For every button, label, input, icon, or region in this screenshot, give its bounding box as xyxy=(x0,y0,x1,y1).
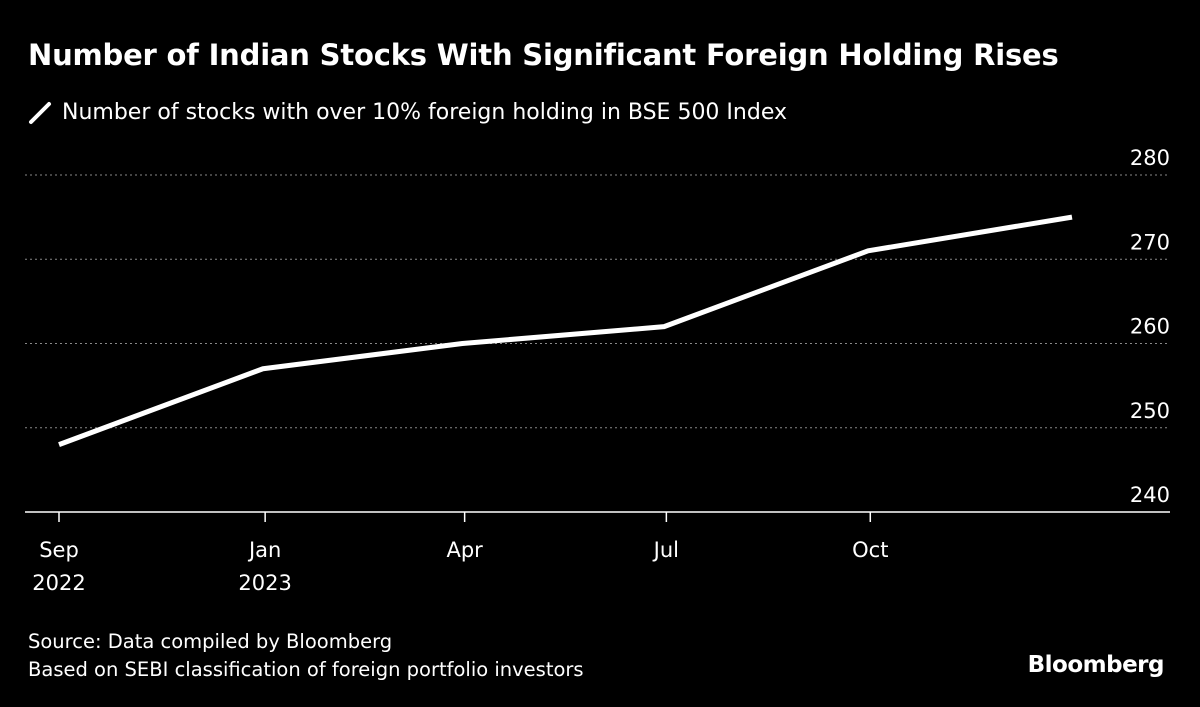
y-tick-label: 260 xyxy=(1130,315,1170,339)
methodology-note: Based on SEBI classification of foreign … xyxy=(28,658,584,681)
source-note: Source: Data compiled by Bloomberg xyxy=(28,630,393,653)
x-tick-label: Apr xyxy=(446,538,483,562)
legend-label: Number of stocks with over 10% foreign h… xyxy=(62,100,787,125)
legend-line-icon xyxy=(29,101,51,124)
x-tick-label: Sep xyxy=(39,538,79,562)
x-tick-year-label: 2022 xyxy=(32,571,85,595)
chart-title: Number of Indian Stocks With Significant… xyxy=(28,38,1059,72)
x-tick-year-label: 2023 xyxy=(238,571,291,595)
x-tick-label: Jan xyxy=(247,538,281,562)
legend: Number of stocks with over 10% foreign h… xyxy=(28,100,787,125)
y-tick-label: 280 xyxy=(1130,146,1170,170)
footer: Source: Data compiled by Bloomberg Based… xyxy=(28,628,584,684)
x-tick-label: Oct xyxy=(852,538,888,562)
x-tick-label: Jul xyxy=(652,538,679,562)
bloomberg-logo: Bloomberg xyxy=(1027,652,1165,678)
y-tick-label: 250 xyxy=(1130,399,1170,423)
series-line xyxy=(58,214,1073,447)
y-tick-label: 270 xyxy=(1130,230,1170,254)
y-tick-label: 240 xyxy=(1130,483,1170,507)
